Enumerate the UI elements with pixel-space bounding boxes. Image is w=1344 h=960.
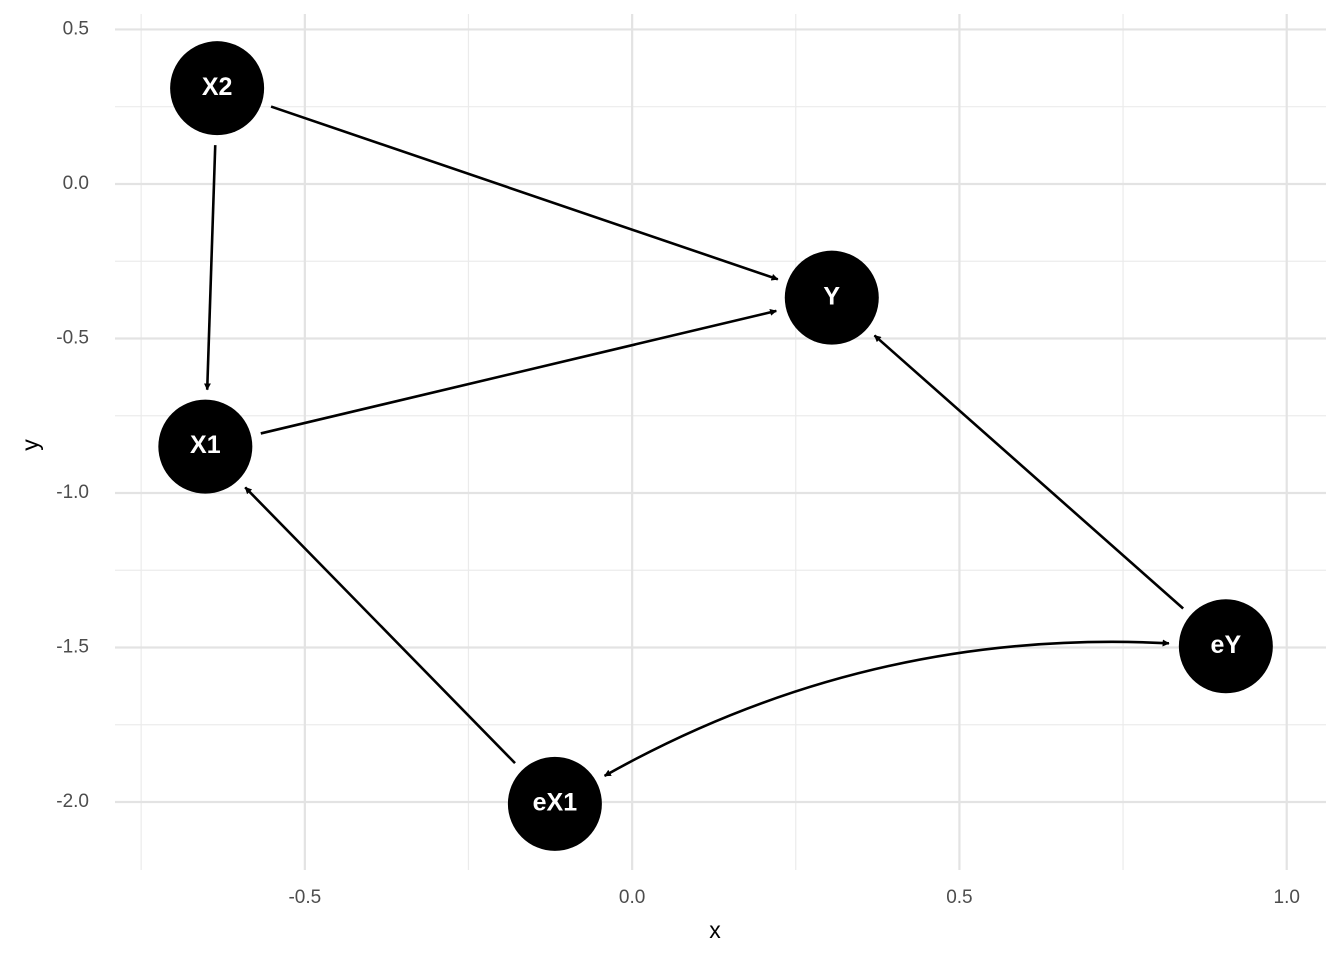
y-tick-label: -0.5	[56, 327, 89, 348]
y-tick-label: -1.5	[56, 637, 89, 658]
y-tick-label: -1.0	[56, 482, 89, 503]
node-label: X1	[190, 431, 221, 459]
node	[170, 41, 265, 136]
x-tick-label: 0.5	[946, 887, 972, 908]
node	[158, 399, 253, 494]
y-tick-label: 0.5	[63, 18, 89, 39]
node	[784, 250, 879, 345]
y-axis-title: y	[17, 439, 43, 451]
node-label: eX1	[533, 788, 578, 816]
y-tick-label: -2.0	[56, 791, 89, 812]
x-axis-title: x	[709, 917, 721, 943]
node-label: eY	[1211, 631, 1242, 659]
edge	[244, 486, 516, 765]
node	[1178, 599, 1273, 694]
x-tick-label: 1.0	[1274, 887, 1300, 908]
edge	[603, 639, 1170, 778]
y-tick-label: 0.0	[63, 173, 89, 194]
x-tick-label: -0.5	[288, 887, 321, 908]
edge	[260, 308, 778, 435]
node-label: X2	[202, 73, 233, 101]
edge	[873, 334, 1185, 610]
node	[507, 756, 602, 851]
node-label: Y	[823, 282, 840, 310]
x-tick-label: 0.0	[619, 887, 645, 908]
edge	[270, 105, 779, 281]
edge	[203, 145, 217, 391]
